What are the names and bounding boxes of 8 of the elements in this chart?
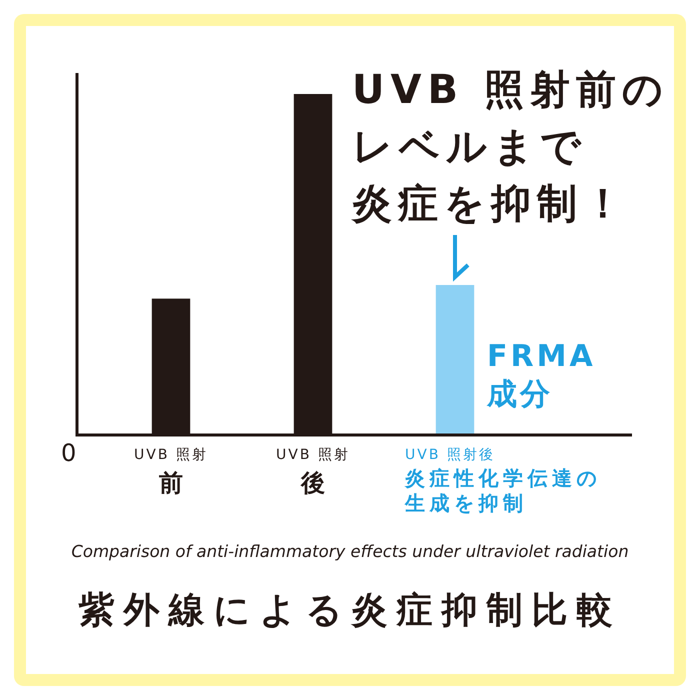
text: 0 <box>61 439 76 467</box>
x-tick-label: UVB 照射前 <box>134 446 208 499</box>
x-tick-label: UVB 照射後 炎症性化学伝達の 生成を抑制 <box>405 446 601 516</box>
annotation: UVB 照射前のレベルまで炎症を抑制！ <box>352 66 669 229</box>
text: 紫外線による炎症抑制比較 <box>77 589 622 633</box>
text: Comparison of anti-inflammatory effects under ultraviolet radiation <box>70 542 630 561</box>
x-tick-label: UVB 照射 後 <box>276 446 350 499</box>
annotation: FRMA 成分 <box>487 338 596 414</box>
